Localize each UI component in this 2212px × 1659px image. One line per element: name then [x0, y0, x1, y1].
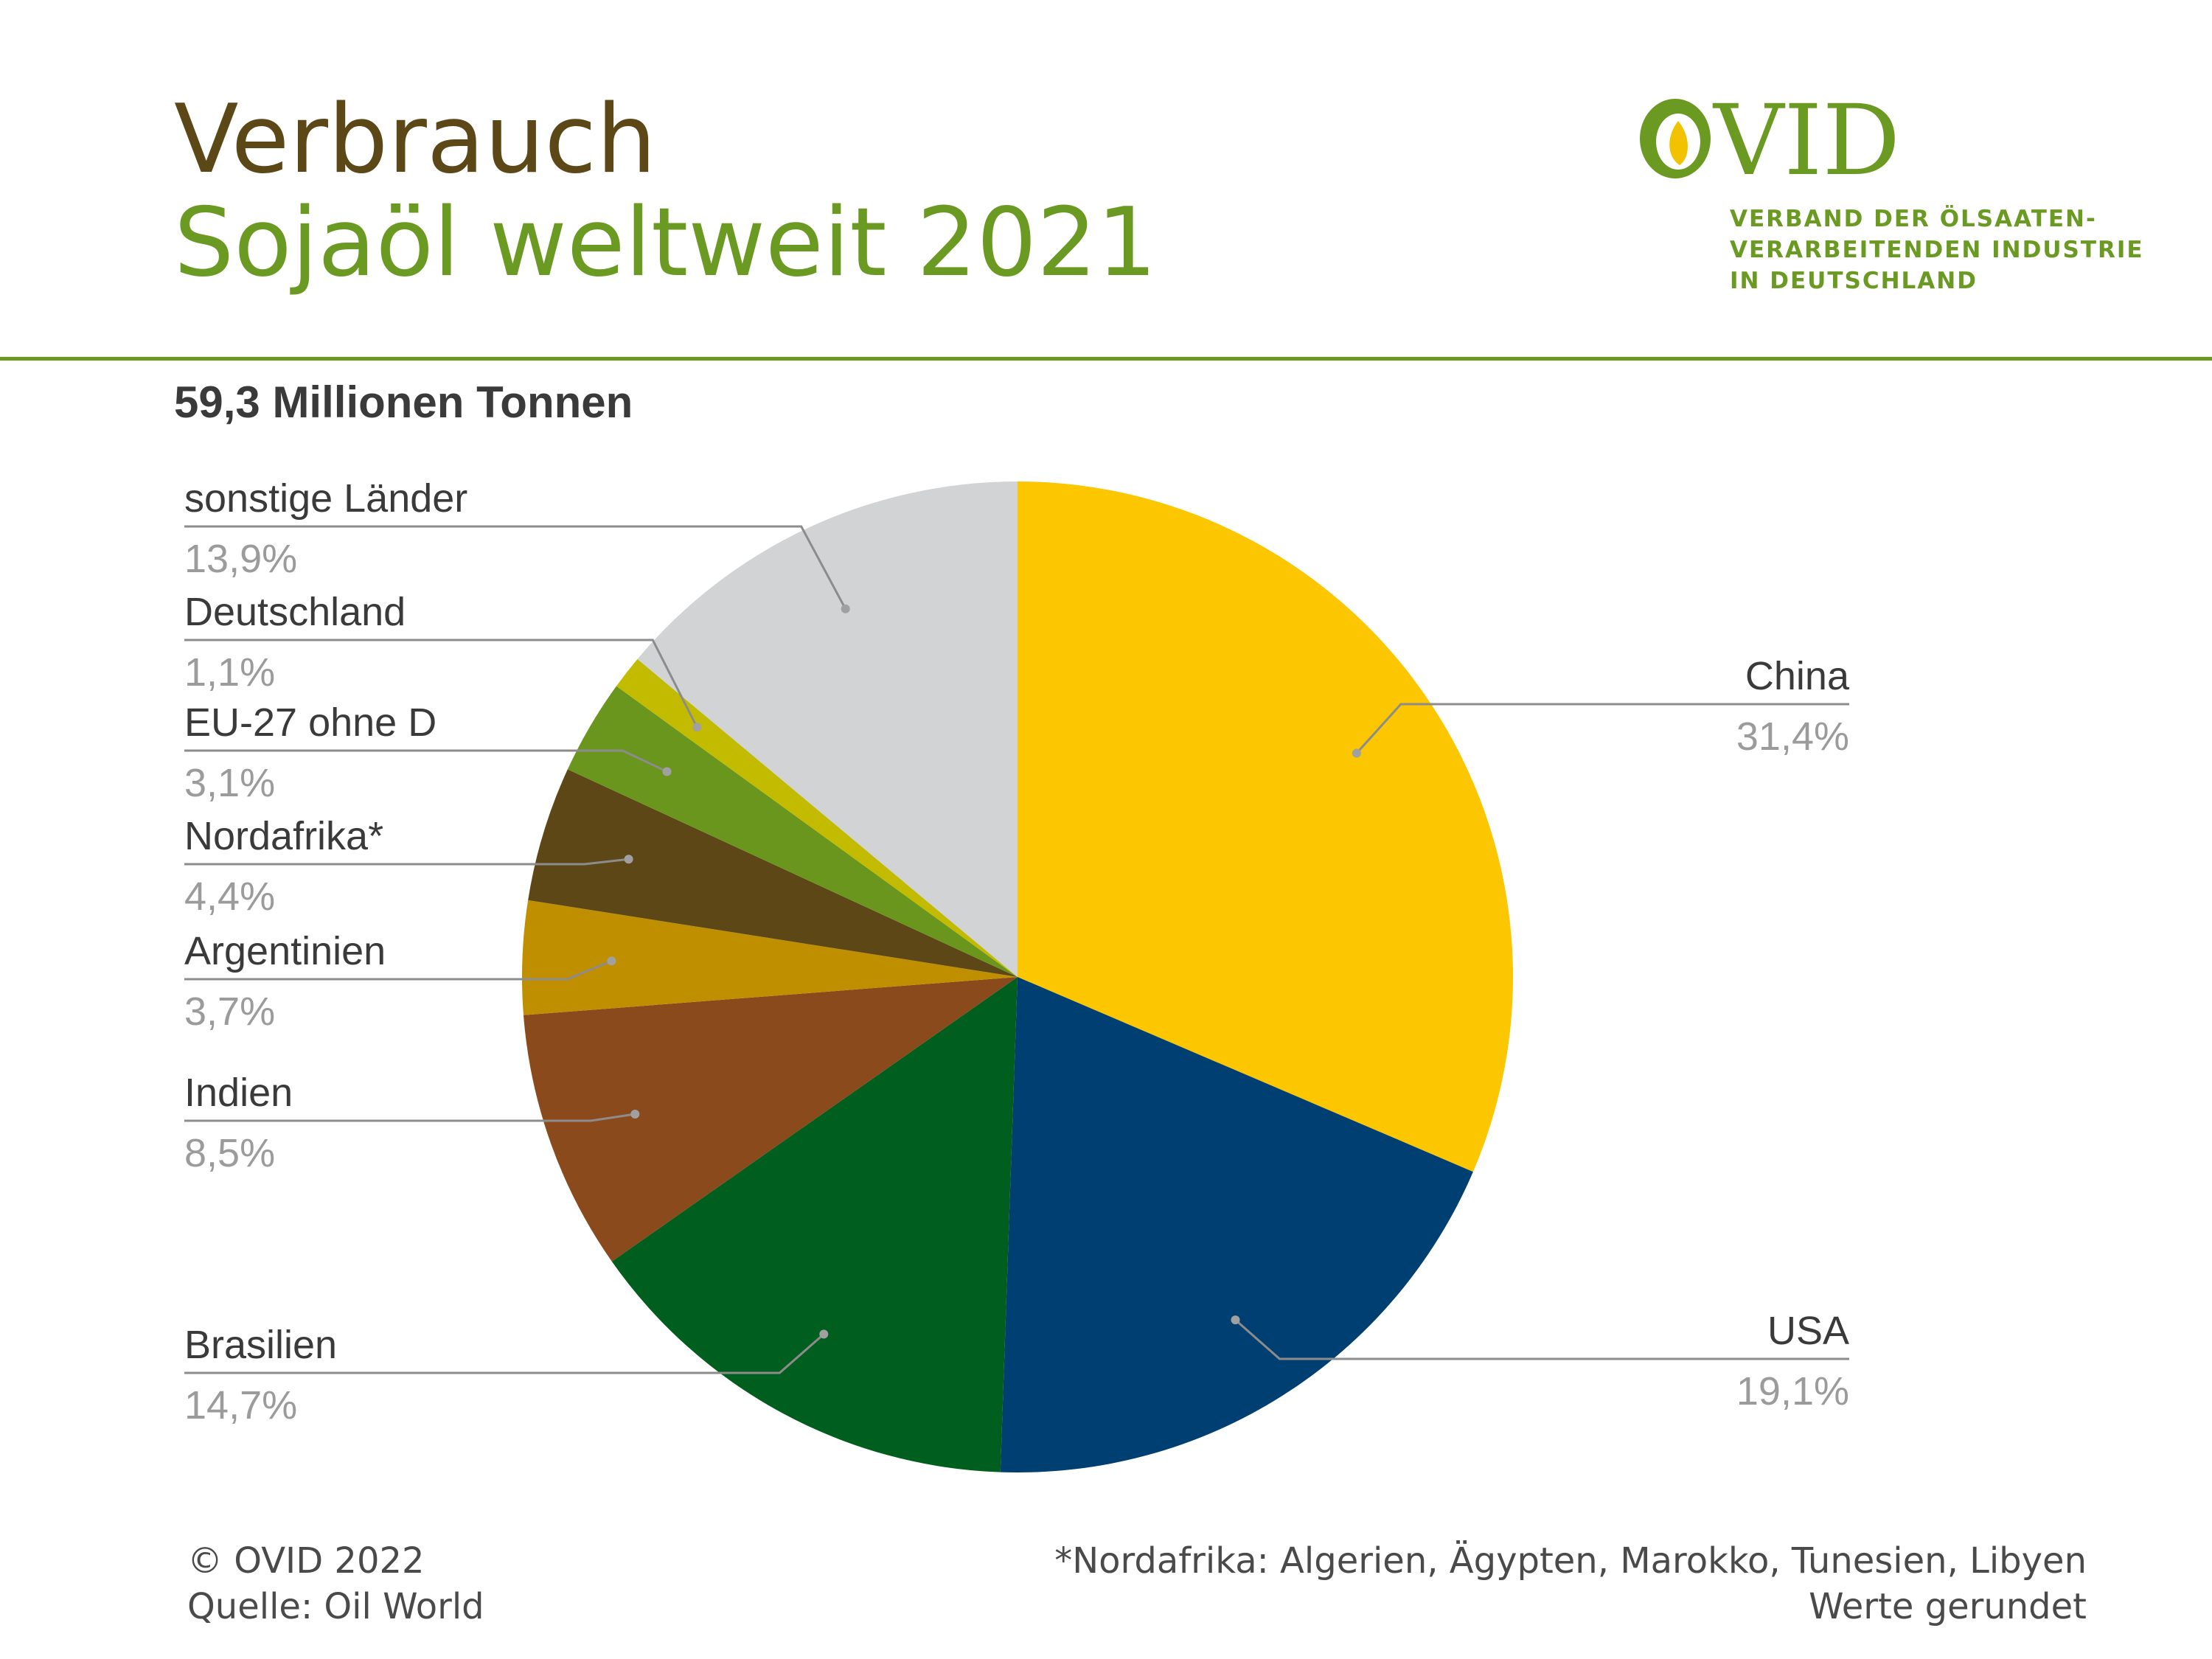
org-line-1: VERBAND DER ÖLSAATEN-	[1730, 206, 2097, 232]
leader-dot	[607, 956, 616, 966]
leader-line	[1355, 703, 1849, 754]
pie-slice-usa	[1000, 977, 1473, 1473]
org-name: VERBAND DER ÖLSAATEN- VERARBEITENDEN IND…	[1730, 204, 2144, 296]
leader-dot	[1352, 748, 1361, 758]
title-line-2: Sojaöl weltweit 2021	[174, 188, 1157, 298]
pie-slice-china	[1018, 481, 1514, 1172]
leader-line	[184, 858, 629, 866]
slice-value-label: 4,4%	[184, 874, 275, 919]
ovid-logo-drop-icon	[1640, 99, 1711, 178]
label-eu-27-ohne-d: EU-27 ohne D 3,1%	[184, 700, 672, 805]
slice-name-label: Deutschland	[184, 590, 406, 634]
rounding-note: Werte gerundet	[1809, 1586, 2087, 1627]
ovid-logo-text: VID	[1712, 88, 1900, 192]
slice-name-label: Argentinien	[184, 929, 386, 973]
leader-line	[184, 1113, 636, 1122]
leader-dot	[841, 604, 850, 613]
slice-value-label: 3,7%	[184, 990, 275, 1034]
title-line-1: Verbrauch	[174, 85, 656, 195]
pie-slice-brasilien	[611, 977, 1018, 1472]
leader-dot	[662, 767, 672, 776]
pie-labels: China 31,4% USA 19,1% Brasilien 14,7% Indien 8,…	[184, 476, 1850, 1427]
footer-left: © OVID 2022 Quelle: Oil World	[187, 1538, 484, 1630]
ovid-logo: VID	[1640, 88, 1900, 192]
total-subtitle: 59,3 Millionen Tonnen	[174, 378, 633, 427]
leader-line	[184, 525, 847, 610]
pie-slice-deutschland	[616, 658, 1018, 977]
source-text: Quelle: Oil World	[187, 1586, 484, 1627]
leader-dot	[692, 723, 702, 732]
pie-slice-argentinien	[521, 900, 1018, 1015]
footnote-text: *Nordafrika: Algerien, Ägypten, Marokko,…	[1054, 1540, 2087, 1582]
leader-line	[184, 749, 668, 773]
label-usa: USA 19,1%	[1231, 1309, 1849, 1413]
leader-line	[1234, 1318, 1849, 1360]
pie-slices	[521, 481, 1514, 1473]
org-line-2: VERARBEITENDEN INDUSTRIE	[1730, 237, 2144, 263]
slice-value-label: 14,7%	[184, 1383, 297, 1427]
label-argentinien: Argentinien 3,7%	[184, 929, 616, 1034]
slice-name-label: Indien	[184, 1071, 293, 1115]
leader-dot	[1231, 1315, 1240, 1325]
slice-name-label: USA	[1767, 1309, 1849, 1353]
header-divider	[0, 357, 2212, 361]
slice-name-label: EU-27 ohne D	[184, 700, 437, 745]
copyright-text: © OVID 2022	[187, 1540, 425, 1582]
slice-value-label: 31,4%	[1736, 714, 1849, 759]
leader-line	[184, 959, 612, 981]
leader-dot	[630, 1110, 640, 1119]
slice-value-label: 8,5%	[184, 1131, 275, 1175]
label-deutschland: Deutschland 1,1%	[184, 590, 702, 732]
slice-name-label: Nordafrika*	[184, 814, 383, 858]
pie-slice-indien	[523, 977, 1018, 1262]
footer-right: *Nordafrika: Algerien, Ägypten, Marokko,…	[1054, 1538, 2087, 1630]
slice-value-label: 1,1%	[184, 650, 275, 695]
leader-line	[184, 1333, 825, 1374]
slice-name-label: China	[1745, 654, 1850, 698]
leader-dot	[624, 855, 633, 864]
slice-name-label: sonstige Länder	[184, 476, 467, 521]
label-sonstige-länder: sonstige Länder 13,9%	[184, 476, 850, 613]
label-china: China 31,4%	[1352, 654, 1850, 759]
label-nordafrika: Nordafrika* 4,4%	[184, 814, 633, 919]
pie-slice-nordafrika	[528, 769, 1018, 977]
pie-slice-sonstige-länder	[637, 481, 1018, 977]
leader-dot	[819, 1329, 829, 1339]
label-indien: Indien 8,5%	[184, 1071, 640, 1175]
slice-value-label: 19,1%	[1736, 1369, 1849, 1413]
slice-name-label: Brasilien	[184, 1323, 337, 1367]
slice-value-label: 13,9%	[184, 537, 297, 581]
org-line-3: IN DEUTSCHLAND	[1730, 268, 1978, 294]
label-brasilien: Brasilien 14,7%	[184, 1323, 829, 1427]
slice-value-label: 3,1%	[184, 761, 275, 805]
leader-line	[184, 639, 698, 728]
pie-slice-eu-27-ohne-d	[567, 686, 1018, 977]
